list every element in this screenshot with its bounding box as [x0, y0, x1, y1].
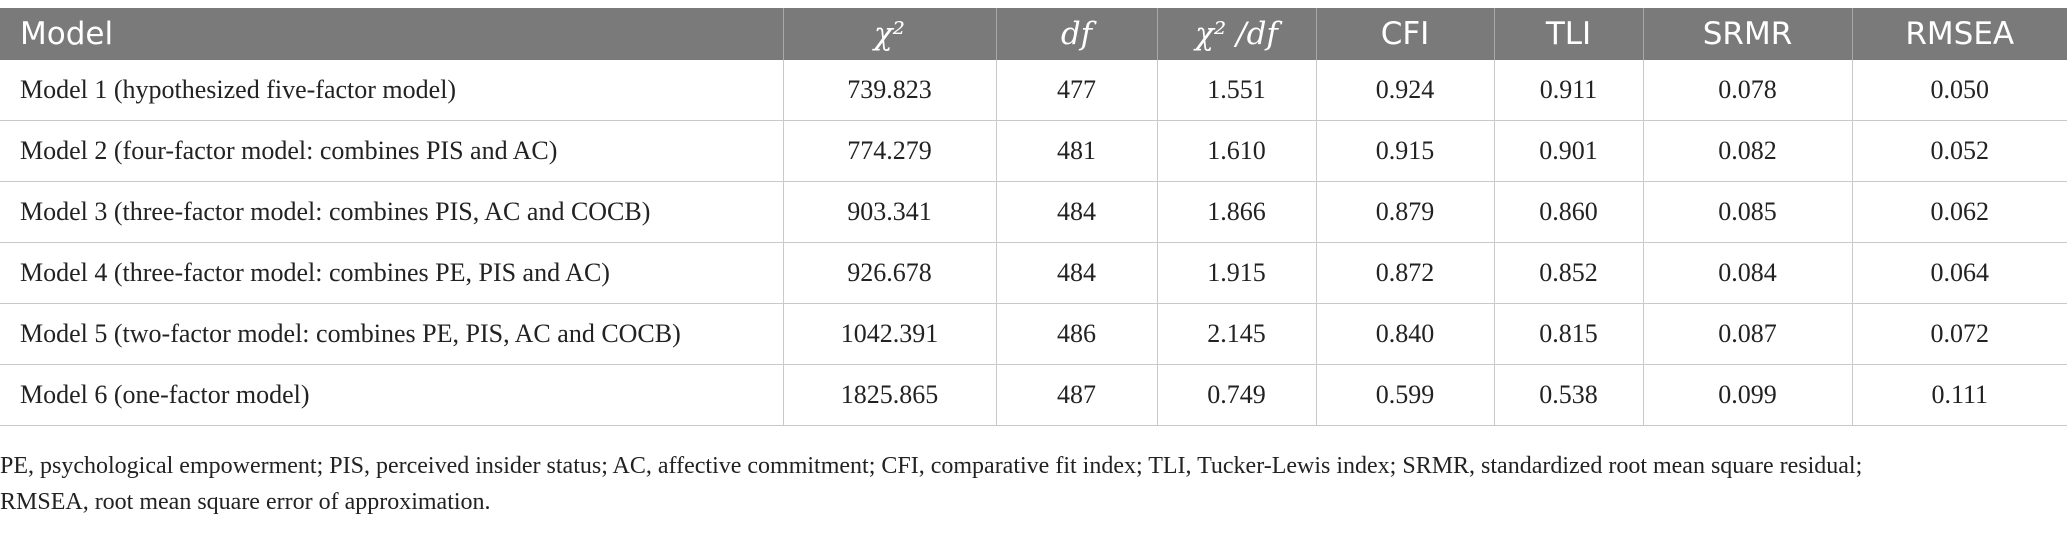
- cell-chi-square: 926.678: [783, 242, 997, 304]
- cell-tli: 0.852: [1494, 242, 1644, 304]
- table-header-row: Model χ² df χ² /df CFI TLI SRMR RMSEA: [0, 8, 2067, 60]
- header-df-label: df: [1060, 16, 1093, 52]
- footnote-line-1: PE, psychological empowerment; PIS, perc…: [0, 453, 1863, 479]
- cell-cfi: 0.924: [1316, 60, 1495, 121]
- model-fit-table: Model χ² df χ² /df CFI TLI SRMR RMSEA Mo…: [0, 8, 2067, 426]
- cell-srmr: 0.087: [1643, 303, 1853, 365]
- header-model: Model: [0, 8, 784, 60]
- table-row: Model 3 (three-factor model: combines PI…: [0, 181, 2067, 243]
- table-row: Model 6 (one-factor model) 1825.865 487 …: [0, 364, 2067, 426]
- table-row: Model 2 (four-factor model: combines PIS…: [0, 120, 2067, 182]
- cell-df: 486: [996, 303, 1158, 365]
- cell-chi-square: 1042.391: [783, 303, 997, 365]
- cell-model: Model 5 (two-factor model: combines PE, …: [0, 303, 784, 365]
- cell-model: Model 3 (three-factor model: combines PI…: [0, 181, 784, 243]
- cell-model: Model 1 (hypothesized five-factor model): [0, 60, 784, 121]
- cell-df: 487: [996, 364, 1158, 426]
- cell-chi-square: 739.823: [783, 60, 997, 121]
- cell-srmr: 0.084: [1643, 242, 1853, 304]
- cell-tli: 0.860: [1494, 181, 1644, 243]
- cell-df: 484: [996, 181, 1158, 243]
- cell-rmsea: 0.050: [1852, 60, 2067, 121]
- cell-rmsea: 0.072: [1852, 303, 2067, 365]
- cell-chi-square-df: 0.749: [1157, 364, 1317, 426]
- table-row: Model 1 (hypothesized five-factor model)…: [0, 60, 2067, 121]
- cell-tli: 0.815: [1494, 303, 1644, 365]
- cell-chi-square: 903.341: [783, 181, 997, 243]
- footnote-line-2: RMSEA, root mean square error of approxi…: [0, 489, 491, 515]
- cell-srmr: 0.078: [1643, 60, 1853, 121]
- table-footnote: PE, psychological empowerment; PIS, perc…: [0, 448, 2067, 520]
- header-tli: TLI: [1494, 8, 1644, 60]
- header-chi-square-label: χ²: [873, 16, 906, 52]
- cell-cfi: 0.915: [1316, 120, 1495, 182]
- cell-df: 477: [996, 60, 1158, 121]
- cell-rmsea: 0.052: [1852, 120, 2067, 182]
- cell-srmr: 0.099: [1643, 364, 1853, 426]
- cell-cfi: 0.879: [1316, 181, 1495, 243]
- cell-df: 481: [996, 120, 1158, 182]
- cell-chi-square-df: 1.866: [1157, 181, 1317, 243]
- cell-model: Model 2 (four-factor model: combines PIS…: [0, 120, 784, 182]
- cell-srmr: 0.082: [1643, 120, 1853, 182]
- table-row: Model 4 (three-factor model: combines PE…: [0, 242, 2067, 304]
- cell-rmsea: 0.062: [1852, 181, 2067, 243]
- cell-chi-square: 1825.865: [783, 364, 997, 426]
- cell-rmsea: 0.064: [1852, 242, 2067, 304]
- header-rmsea: RMSEA: [1852, 8, 2067, 60]
- cell-model: Model 4 (three-factor model: combines PE…: [0, 242, 784, 304]
- cell-tli: 0.911: [1494, 60, 1644, 121]
- cell-chi-square-df: 1.551: [1157, 60, 1317, 121]
- cell-cfi: 0.840: [1316, 303, 1495, 365]
- header-df: df: [996, 8, 1158, 60]
- header-cfi: CFI: [1316, 8, 1495, 60]
- table-row: Model 5 (two-factor model: combines PE, …: [0, 303, 2067, 365]
- cell-rmsea: 0.111: [1852, 364, 2067, 426]
- cell-chi-square: 774.279: [783, 120, 997, 182]
- header-srmr: SRMR: [1643, 8, 1853, 60]
- header-chi-square-df-label: χ² /df: [1195, 16, 1278, 52]
- cell-chi-square-df: 2.145: [1157, 303, 1317, 365]
- header-chi-square: χ²: [783, 8, 997, 60]
- header-chi-square-df: χ² /df: [1157, 8, 1317, 60]
- cell-tli: 0.538: [1494, 364, 1644, 426]
- cell-srmr: 0.085: [1643, 181, 1853, 243]
- cell-tli: 0.901: [1494, 120, 1644, 182]
- cell-cfi: 0.872: [1316, 242, 1495, 304]
- cell-cfi: 0.599: [1316, 364, 1495, 426]
- cell-chi-square-df: 1.915: [1157, 242, 1317, 304]
- model-fit-table-container: Model χ² df χ² /df CFI TLI SRMR RMSEA Mo…: [0, 8, 2067, 426]
- cell-model: Model 6 (one-factor model): [0, 364, 784, 426]
- cell-chi-square-df: 1.610: [1157, 120, 1317, 182]
- cell-df: 484: [996, 242, 1158, 304]
